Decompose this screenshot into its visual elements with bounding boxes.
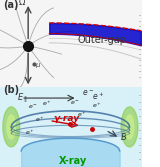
Text: $e^+$: $e^+$ — [25, 128, 36, 137]
Text: $e^+$: $e^+$ — [77, 110, 88, 119]
Ellipse shape — [121, 107, 138, 147]
Ellipse shape — [125, 115, 134, 139]
Text: $e^-$: $e^-$ — [28, 104, 38, 111]
Text: $E_{\parallel}$: $E_{\parallel}$ — [17, 92, 28, 105]
Text: X-ray: X-ray — [59, 156, 87, 166]
Text: $\Omega$: $\Omega$ — [18, 0, 26, 7]
Text: $e^+$: $e^+$ — [42, 99, 52, 108]
Ellipse shape — [7, 115, 16, 139]
Text: $\mu$: $\mu$ — [35, 61, 41, 70]
Text: $e^-$: $e^-$ — [82, 88, 94, 98]
Text: B: B — [121, 133, 127, 142]
Ellipse shape — [3, 107, 20, 147]
Text: Outer-gap: Outer-gap — [77, 35, 126, 45]
Text: (a): (a) — [3, 0, 18, 10]
Text: $e^+$: $e^+$ — [35, 115, 45, 124]
Text: $e^+$: $e^+$ — [92, 90, 104, 102]
Text: (b): (b) — [3, 85, 19, 95]
Text: $e^-$: $e^-$ — [70, 99, 81, 107]
Text: γ-ray: γ-ray — [53, 114, 80, 123]
Text: $e^+$: $e^+$ — [92, 101, 102, 110]
